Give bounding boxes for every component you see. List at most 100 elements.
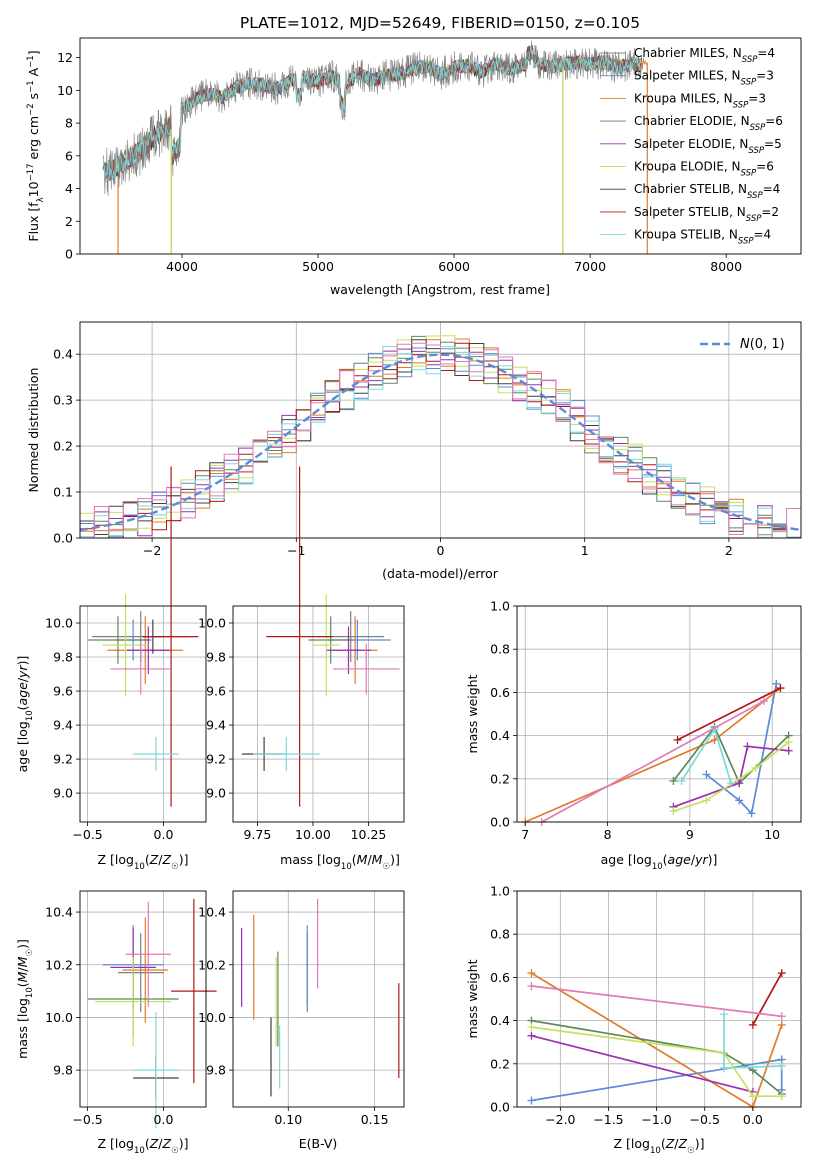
axes-frame: 0.10 0.15 9.8 10.0 10.2 10.4 E(B-V) [198,890,405,1151]
y-tick-label: 9.4 [206,718,226,733]
x-axis-label: wavelength [Angstrom, rest frame] [330,282,550,297]
x-tick-label: 10.00 [295,827,331,842]
x-axis-label: E(B-V) [299,1136,338,1151]
weight-line-chabrier_elodie [531,1019,783,1095]
y-tick-label: 9.4 [53,718,73,733]
y-tick-label: 12 [57,50,73,65]
marks [87,898,217,1129]
y-tick-label: 10.2 [198,957,226,972]
x-axis-label: Z [log10(Z/Z☉)] [98,1136,189,1156]
weight-line-salpeter_stelib [752,972,783,1026]
plot-residuals: −2 −1 0 1 2 0.0 0.1 0.2 0.3 0.4 N(0, 1) (data-model… [26,321,802,581]
y-tick-label: 10.0 [198,616,226,631]
marks [527,969,786,1111]
plot-spectrum: 4000 5000 6000 7000 8000 0 2 4 6 8 10 12 Chabrier MI… [26,37,802,297]
axes-frame: 7 8 9 10 0.0 0.2 0.4 0.6 0.8 1.0 age [log10(age/yr… [465,599,802,872]
x-tick-label: 8 [604,827,612,842]
y-tick-label: 0.4 [490,1013,510,1028]
legend-label: Kroupa MILES, NSSP=3 [634,91,766,110]
x-tick-label: −1 [287,543,305,558]
y-tick-label: 10.0 [45,616,73,631]
x-tick-label: 0.0 [154,827,174,842]
x-tick-label: 0 [437,543,445,558]
weight-line-salpeter_stelib [677,687,781,741]
y-tick-label: 10.4 [45,905,73,920]
marks [80,335,801,538]
grid [233,606,404,822]
x-tick-label: 9 [686,827,694,842]
legend-label: Kroupa STELIB, NSSP=4 [634,228,771,247]
y-tick-label: 0.4 [53,347,73,362]
y-tick-label: 9.8 [206,650,226,665]
x-axis-label: Z [log10(Z/Z☉)] [98,852,189,872]
x-axis-label: (data-model)/error [382,566,499,581]
y-axis-label: Normed distribution [26,368,41,493]
histogram-pink [80,342,801,538]
y-axis-label: mass weight [465,674,480,753]
x-tick-label: 8000 [710,259,742,274]
y-tick-label: 9.0 [53,786,73,801]
y-tick-label: 10.4 [198,905,226,920]
y-tick-label: 0.6 [490,685,510,700]
figure-title: PLATE=1012, MJD=52649, FIBERID=0150, z=0… [240,14,640,32]
y-tick-label: 9.8 [206,1063,226,1078]
plot-mass_vs_Z: −0.5 0.0 9.8 10.0 10.2 10.4 Z [log10(Z/Z☉)] mas… [15,890,217,1156]
y-tick-label: 6 [65,148,73,163]
y-tick-label: 0.6 [490,970,510,985]
legend-label: Chabrier MILES, NSSP=4 [634,46,775,65]
plot-age_vs_Z: −0.5 0.0 9.0 9.2 9.4 9.6 9.8 10.0 Z [log10(Z/Z☉)… [15,466,207,872]
y-tick-label: 9.6 [206,684,226,699]
axes-border [516,605,802,823]
legend-label: Chabrier STELIB, NSSP=4 [634,182,780,201]
y-tick-label: 10 [57,83,73,98]
weight-line-pink [541,700,765,823]
x-axis-label: age [log10(age/yr)] [601,852,718,872]
histograms [80,335,801,538]
x-tick-label: 0.10 [274,1112,302,1127]
weight-line-chabrier_elodie [672,725,790,785]
y-tick-label: 9.8 [53,650,73,665]
x-tick-label: 9.75 [244,827,272,842]
y-tick-label: 8 [65,116,73,131]
plot-age_vs_mass: 9.75 10.00 10.25 9.0 9.2 9.4 9.6 9.8 10.0 mass [l… [198,466,405,872]
marks [241,898,400,1097]
y-axis-label: mass weight [465,959,480,1038]
y-tick-label: 10.2 [45,957,73,972]
grid [233,891,404,1107]
legend-label: Salpeter ELODIE, NSSP=5 [634,137,782,156]
y-tick-label: 0.8 [490,927,510,942]
plot-weight_vs_age: 7 8 9 10 0.0 0.2 0.4 0.6 0.8 1.0 age [log10(age/yr… [465,599,802,872]
y-tick-label: 10.0 [45,1010,73,1025]
y-axis-label: mass [log10(M/M☉)] [15,939,35,1059]
axes-border [79,890,207,1108]
spectrum-line-kroupa_stelib [102,46,642,181]
x-tick-label: 1 [581,543,589,558]
grid [80,606,206,822]
axes-frame: 9.75 10.00 10.25 9.0 9.2 9.4 9.6 9.8 10.0 mass [l… [198,605,405,872]
axes-frame: −0.5 0.0 9.0 9.2 9.4 9.6 9.8 10.0 Z [log10(Z/Z☉)… [15,605,207,872]
weight-line-salpeter_elodie [673,745,789,808]
axes-border [516,890,802,1108]
x-tick-label: 6000 [438,259,470,274]
weight-line-kroupa_elodie [531,1026,782,1098]
x-tick-label: −2.0 [545,1112,575,1127]
plot-weight_vs_Z: −2.0 −1.5 −1.0 −0.5 0.0 0.0 0.2 0.4 0.6 0.8 1.0 Z [… [465,884,802,1156]
x-axis-label: mass [log10(M/M☉)] [280,852,400,872]
axes-border [79,605,207,823]
spectrum-lines [102,40,648,254]
y-tick-label: 1.0 [490,599,510,614]
y-axis-label: age [log10(age/yr)] [15,656,35,773]
x-tick-label: −1.5 [593,1112,623,1127]
axes-frame: −2.0 −1.5 −1.0 −0.5 0.0 0.0 0.2 0.4 0.6 0.8 1.0 Z [… [465,884,802,1156]
y-tick-label: 2 [65,214,73,229]
axes-border [79,37,802,255]
x-tick-label: −0.5 [690,1112,720,1127]
y-tick-label: 0.2 [53,439,73,454]
y-tick-label: 0.4 [490,728,510,743]
x-tick-label: 0.0 [154,1112,174,1127]
y-tick-label: 0.2 [490,771,510,786]
marks [521,679,793,826]
legend-label: Salpeter STELIB, NSSP=2 [634,205,779,224]
x-tick-label: 10.25 [351,827,387,842]
